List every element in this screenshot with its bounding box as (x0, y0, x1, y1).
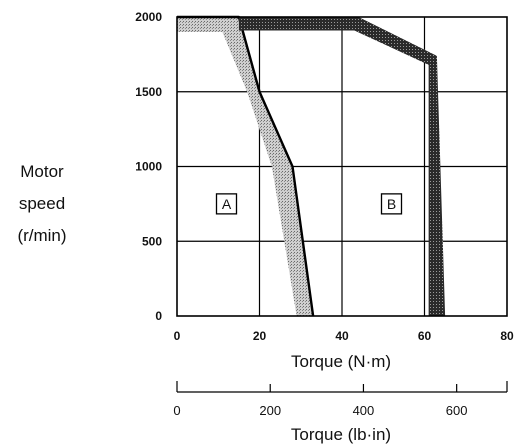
y-axis-title-line: (r/min) (17, 226, 66, 245)
y-axis-ticks: 0 500 1000 1500 2000 (135, 10, 162, 323)
y-tick-label-2000: 2000 (135, 10, 162, 24)
plot-frame (176, 16, 508, 317)
secondary-x-axis: 0 200 400 600 (173, 381, 508, 418)
x-tick-label-60: 60 (418, 329, 432, 343)
x-axis-title: Torque (N·m) (291, 352, 391, 371)
secondary-x-axis-title: Torque (lb·in) (291, 425, 391, 444)
secondary-tick-label-400: 400 (353, 403, 375, 418)
y-tick-label-1000: 1000 (135, 160, 162, 174)
x-tick-label-0: 0 (174, 329, 181, 343)
y-tick-label-1500: 1500 (135, 85, 162, 99)
grid (177, 17, 507, 316)
region-label-text: B (387, 196, 396, 212)
secondary-tick-label-200: 200 (259, 403, 281, 418)
region-label-text: A (222, 196, 232, 212)
secondary-tick-label-0: 0 (173, 403, 180, 418)
x-tick-label-80: 80 (500, 329, 514, 343)
region-label-box (215, 193, 238, 215)
y-axis-title-line: Motor (20, 162, 64, 181)
band-region-a (177, 17, 314, 316)
x-tick-label-40: 40 (335, 329, 349, 343)
x-axis-ticks: 0 20 40 60 80 (174, 329, 514, 343)
region-label-b: B (380, 193, 403, 215)
region-label-box (380, 193, 403, 215)
x-tick-label-20: 20 (253, 329, 267, 343)
region-label-a: A (215, 193, 238, 215)
y-axis-title: Motor speed (r/min) (17, 162, 66, 245)
secondary-tick-label-600: 600 (446, 403, 468, 418)
y-tick-label-0: 0 (155, 309, 162, 323)
y-axis-title-line: speed (19, 194, 65, 213)
y-tick-label-500: 500 (142, 234, 162, 248)
plot-border (176, 16, 508, 317)
